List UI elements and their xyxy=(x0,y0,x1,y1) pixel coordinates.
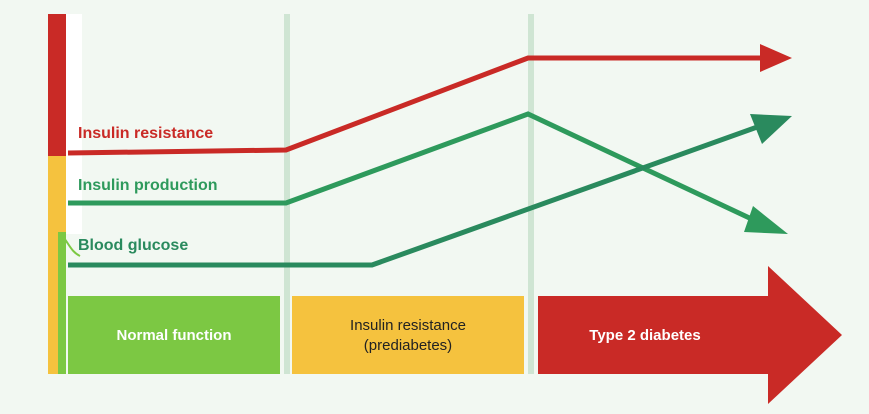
bracket-hook xyxy=(63,237,81,257)
stage-diabetes-arrow xyxy=(538,266,842,404)
stage-prediabetes-label-2: (prediabetes) xyxy=(364,337,452,354)
level-bar-yellow xyxy=(48,156,66,232)
stage-diabetes-label: Type 2 diabetes xyxy=(589,327,700,344)
stage-prediabetes-label-1: Insulin resistance xyxy=(350,317,466,334)
insulin-resistance-label: Insulin resistance xyxy=(78,125,213,142)
blood-glucose-label: Blood glucose xyxy=(78,237,188,254)
stage-prediabetes-box xyxy=(292,296,524,374)
insulin-production-arrowhead xyxy=(744,206,788,234)
stage-normal-box xyxy=(68,296,280,374)
level-bar-white xyxy=(66,14,82,234)
divider-2 xyxy=(528,14,534,374)
insulin-resistance-arrowhead xyxy=(760,44,792,72)
level-bar-green xyxy=(58,232,66,374)
stage-normal-label: Normal function xyxy=(117,327,232,344)
insulin-production-label: Insulin production xyxy=(78,177,218,194)
blood-glucose-arrowhead xyxy=(750,114,792,144)
blood-glucose-line xyxy=(68,123,761,268)
insulin-resistance-line xyxy=(67,55,760,156)
divider-1 xyxy=(284,14,290,374)
level-bar-red xyxy=(48,14,66,156)
